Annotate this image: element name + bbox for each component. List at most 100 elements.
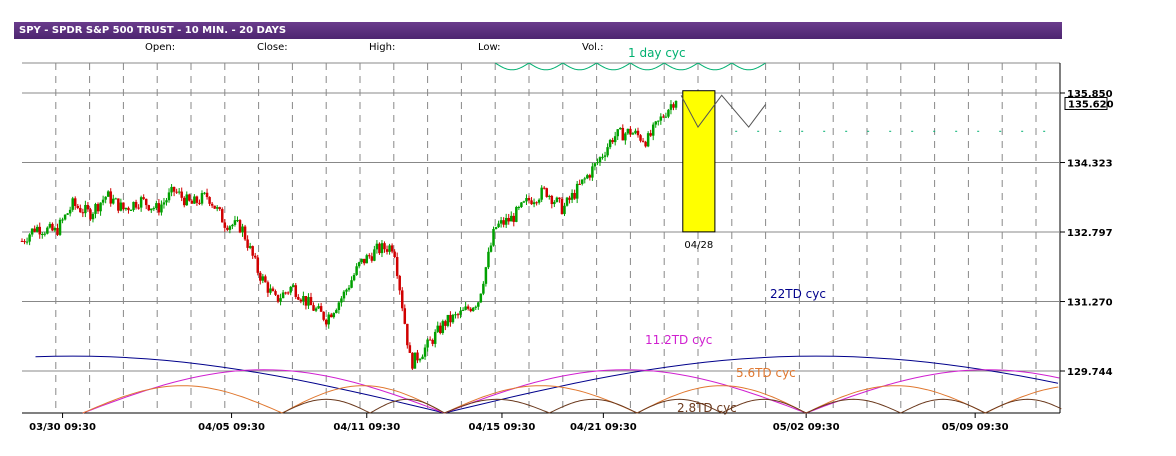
candle-body [106, 191, 110, 197]
candle-body [598, 157, 602, 163]
x-tick-label: 03/30 09:30 [29, 422, 96, 433]
candle-body [155, 203, 158, 209]
candle-body [464, 306, 467, 310]
candle-body [563, 205, 566, 215]
forecast-dot [1021, 130, 1024, 132]
low-label: Low: [478, 42, 501, 53]
candle-body [322, 311, 325, 320]
cycle-1day-arc [697, 62, 733, 71]
candle-body [555, 197, 559, 202]
candle-body [436, 325, 439, 332]
candle-body [421, 356, 424, 360]
candle-body [532, 202, 536, 205]
candle-body [542, 187, 546, 189]
candle-body [193, 196, 196, 204]
candle-body [477, 302, 480, 307]
candle-body [276, 294, 280, 302]
candle-body [142, 197, 145, 199]
candle-body [68, 209, 72, 214]
candle-body [439, 325, 442, 334]
candle-body [144, 198, 148, 206]
forecast-path [680, 94, 767, 129]
candle-body [208, 197, 211, 204]
cycle-1day-arc [494, 62, 530, 71]
candle-body [426, 339, 429, 348]
candle-body [510, 215, 513, 222]
candle-body [330, 314, 333, 318]
cycle-5.6td-arc [805, 385, 986, 414]
candle-body [25, 241, 29, 243]
candle-body [471, 307, 475, 312]
chart-title: SPY - SPDR S&P 500 TRUST - 10 MIN. - 20 … [19, 25, 287, 36]
candle-body [596, 162, 599, 164]
forecast-dot [823, 130, 826, 132]
candle-body [81, 212, 85, 214]
cycle-5.6td-arc [444, 385, 638, 414]
y-tick-label: 135.850 [1067, 89, 1113, 100]
candle-body [286, 292, 290, 294]
candle-body [150, 208, 153, 211]
candle-body [484, 267, 488, 284]
candle-body [624, 133, 627, 141]
candle-body [101, 199, 105, 203]
cycle-2.8td-arc [805, 398, 902, 414]
chart-title-bar: SPY - SPDR S&P 500 TRUST - 10 MIN. - 20 … [14, 22, 1062, 39]
candle-body [466, 306, 470, 309]
ohlc-status-row: Open: Close: High: Low: Vol.: [14, 39, 1062, 63]
candle-body [515, 207, 518, 222]
candle-body [96, 204, 100, 212]
candle-body [190, 200, 194, 204]
cycle-2.8td-arc [369, 398, 445, 414]
candle-body [104, 196, 107, 200]
candle-body [38, 226, 41, 235]
candle-body [575, 183, 579, 199]
cycle-2.8td-arc [636, 398, 722, 414]
candle-body [428, 339, 432, 341]
candle-body [226, 227, 229, 230]
candle-body [117, 198, 120, 211]
candle-body [621, 127, 625, 141]
candle-body [319, 306, 323, 312]
candle-body [307, 297, 310, 306]
forecast-dot [955, 130, 958, 132]
candle-body [213, 205, 216, 209]
cycle-5.6td-arc [636, 385, 807, 414]
candle-body [444, 321, 447, 326]
cycle-1day-arc [528, 62, 564, 71]
candle-body [507, 217, 510, 222]
candle-body [337, 302, 341, 310]
candle-body [390, 245, 394, 252]
candle-body [312, 305, 315, 311]
candle-body [520, 202, 523, 208]
candle-body [646, 133, 650, 147]
candle-body [583, 178, 587, 180]
projection-date-label: 04/28 [684, 240, 713, 251]
candle-body [654, 121, 657, 125]
candle-body [210, 203, 214, 206]
candle-body [408, 345, 412, 353]
candle-body [200, 193, 204, 204]
cycle-2.8td-arc [282, 398, 371, 414]
candle-body [269, 288, 272, 293]
candle-body [236, 220, 239, 222]
candle-body [611, 140, 614, 143]
forecast-dot [779, 130, 782, 132]
projection-box [682, 90, 716, 233]
candle-body [601, 156, 604, 158]
candle-body [279, 298, 282, 302]
candle-body [365, 255, 369, 264]
candle-body [46, 227, 49, 234]
candle-body [99, 202, 102, 212]
candle-body [122, 202, 125, 210]
candle-body [580, 179, 584, 184]
candle-body [664, 116, 668, 118]
candle-body [629, 128, 632, 135]
candle-body [586, 175, 589, 179]
candle-body [139, 197, 143, 208]
y-tick-label: 134.323 [1067, 159, 1113, 170]
candle-body [482, 283, 485, 294]
candle-body [347, 287, 351, 290]
cycle-5.6td-label: 5.6TD cyc [736, 366, 796, 380]
forecast-dot [757, 130, 760, 132]
